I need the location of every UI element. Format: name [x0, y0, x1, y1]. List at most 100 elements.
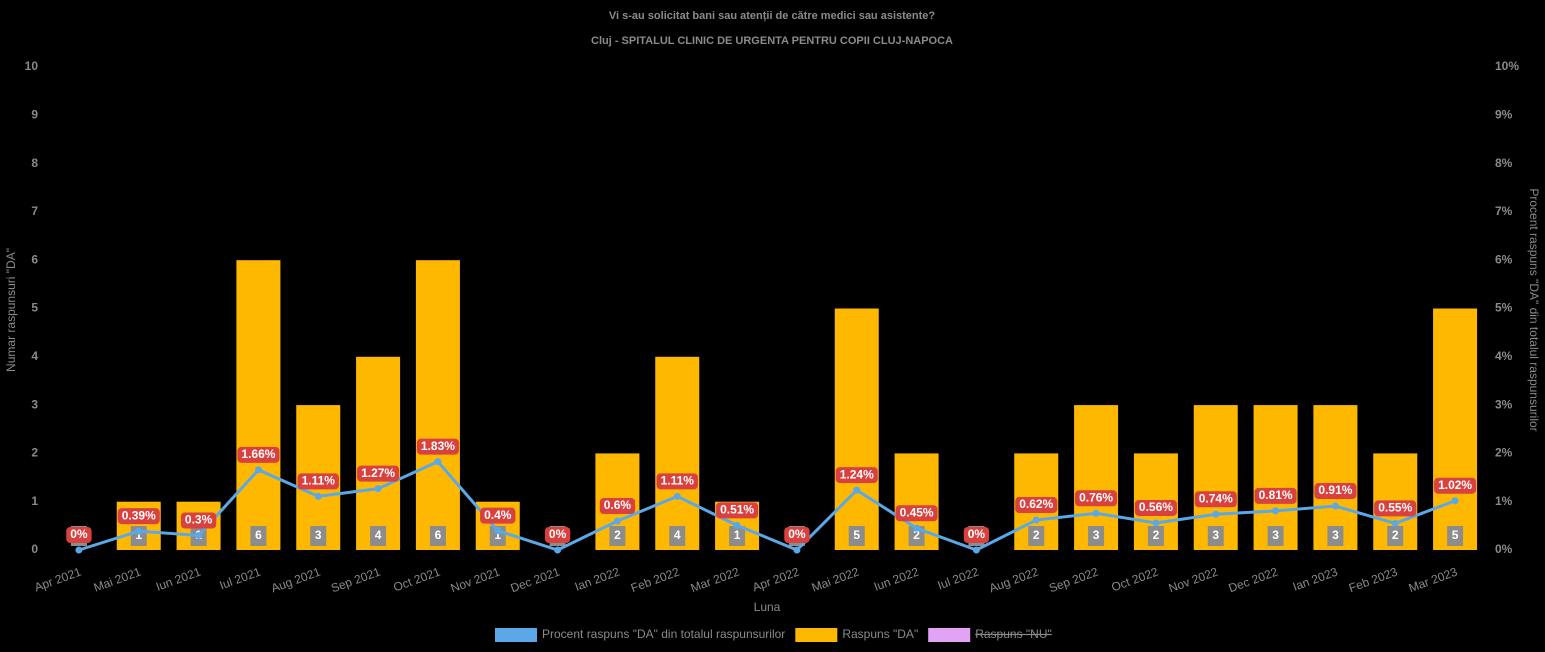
line-label-bg [1015, 497, 1058, 514]
legend-swatch [795, 628, 838, 642]
line-label-bg [1194, 491, 1237, 508]
y2-tick-label: 2% [1495, 446, 1513, 460]
bar-label-bg [1147, 526, 1164, 546]
bar-label-bg [609, 526, 626, 546]
line-label: 0.51% [720, 503, 754, 517]
y-tick-label: 5 [31, 301, 38, 315]
bar-label: 3 [1332, 528, 1339, 542]
line-label: 1.24% [840, 467, 874, 481]
x-tick-label: Oct 2021 [391, 565, 442, 595]
line-label-bg [963, 527, 990, 543]
bar-label-bg [250, 526, 267, 546]
y2-tick-label: 0% [1495, 542, 1513, 556]
line-label: 0.91% [1318, 483, 1352, 497]
line-label-bg [895, 505, 938, 522]
line-point [972, 546, 980, 554]
bar [1313, 405, 1358, 550]
x-axis-title: Luna [754, 600, 781, 614]
bar [1253, 405, 1298, 550]
bar-label: 2 [1033, 528, 1040, 542]
x-tick-label: Apr 2021 [32, 565, 83, 595]
legend-label: Raspuns "NU" [975, 627, 1052, 641]
x-tick-label: Dec 2022 [1227, 565, 1280, 596]
x-tick-label: Ian 2022 [573, 565, 622, 594]
line-label-bg [297, 473, 339, 490]
line-label: 0.76% [1079, 490, 1113, 504]
bar-label: 4 [674, 528, 681, 542]
line-point [494, 527, 502, 535]
y2-tick-label: 3% [1495, 397, 1513, 411]
x-tick-label: Iun 2022 [872, 565, 921, 594]
x-tick-label: Mar 2022 [689, 565, 742, 596]
y-tick-label: 0 [31, 542, 38, 556]
y2-tick-label: 4% [1495, 349, 1513, 363]
x-tick-label: Iul 2022 [936, 565, 981, 593]
line-point [793, 546, 801, 554]
bar [1074, 405, 1119, 550]
y-tick-label: 8 [31, 156, 38, 170]
bar-label: 5 [1452, 528, 1459, 542]
line-label-bg [357, 465, 400, 482]
line-point [1451, 497, 1459, 505]
bar-label: 1 [494, 528, 501, 542]
bar-label: 4 [375, 528, 382, 542]
bar [834, 308, 879, 550]
line-point [374, 485, 382, 493]
bar-label: 3 [1272, 528, 1279, 542]
y-tick-label: 3 [31, 397, 38, 411]
line-label-bg [835, 467, 878, 484]
bar-label-bg [1387, 526, 1404, 546]
line-point [135, 527, 143, 535]
bar-label-bg [669, 526, 686, 546]
bar-label: 2 [1392, 528, 1399, 542]
x-tick-label: Apr 2022 [750, 565, 801, 595]
bar [356, 356, 401, 550]
chart-title: Vi s-au solicitat bani sau atenții de că… [609, 10, 936, 22]
line-label-bg [599, 498, 636, 515]
x-tick-label: Iun 2021 [154, 565, 203, 594]
line-label: 0.56% [1139, 500, 1173, 514]
line-label-bg [117, 508, 160, 525]
bar-label: 2 [1153, 528, 1160, 542]
legend-swatch [495, 628, 537, 642]
line-label-bg [544, 527, 571, 543]
line-label: 0.45% [900, 505, 934, 519]
bar-label: 2 [614, 528, 621, 542]
x-tick-label: Dec 2021 [509, 565, 562, 596]
y2-tick-label: 9% [1495, 107, 1513, 121]
y-tick-label: 1 [31, 494, 38, 508]
line-label-bg [784, 527, 810, 543]
line-label: 0% [788, 527, 806, 541]
line-label-bg [416, 438, 459, 455]
bar-label: 6 [255, 528, 262, 542]
x-tick-label: Feb 2023 [1347, 565, 1400, 596]
y-tick-label: 4 [31, 349, 38, 363]
line-label: 1.11% [661, 474, 695, 488]
line-label: 0.62% [1019, 497, 1053, 511]
line-label: 0% [968, 527, 986, 541]
line-point [1032, 516, 1040, 524]
y-tick-label: 2 [31, 446, 38, 460]
line-label-bg [716, 502, 759, 519]
x-tick-label: Nov 2022 [1167, 565, 1220, 596]
line-label: 1.66% [241, 447, 275, 461]
bar-label-bg [429, 526, 446, 546]
line-point [1391, 519, 1399, 527]
legend-swatch [928, 628, 971, 642]
bar [415, 260, 460, 550]
line-point [554, 546, 562, 554]
bar-label-bg [1028, 526, 1045, 546]
line-point [1152, 519, 1160, 527]
line-label: 1.02% [1438, 478, 1472, 492]
line-label-bg [66, 527, 92, 543]
y2-tick-label: 6% [1495, 252, 1513, 266]
line-point [673, 492, 681, 500]
y-tick-label: 6 [31, 252, 38, 266]
line-label: 1.11% [302, 474, 336, 488]
x-tick-label: Oct 2022 [1109, 565, 1160, 595]
line-point [254, 466, 262, 474]
line-label-bg [1075, 490, 1118, 507]
line-label: 0.3% [185, 513, 213, 527]
line-label: 0% [549, 527, 567, 541]
